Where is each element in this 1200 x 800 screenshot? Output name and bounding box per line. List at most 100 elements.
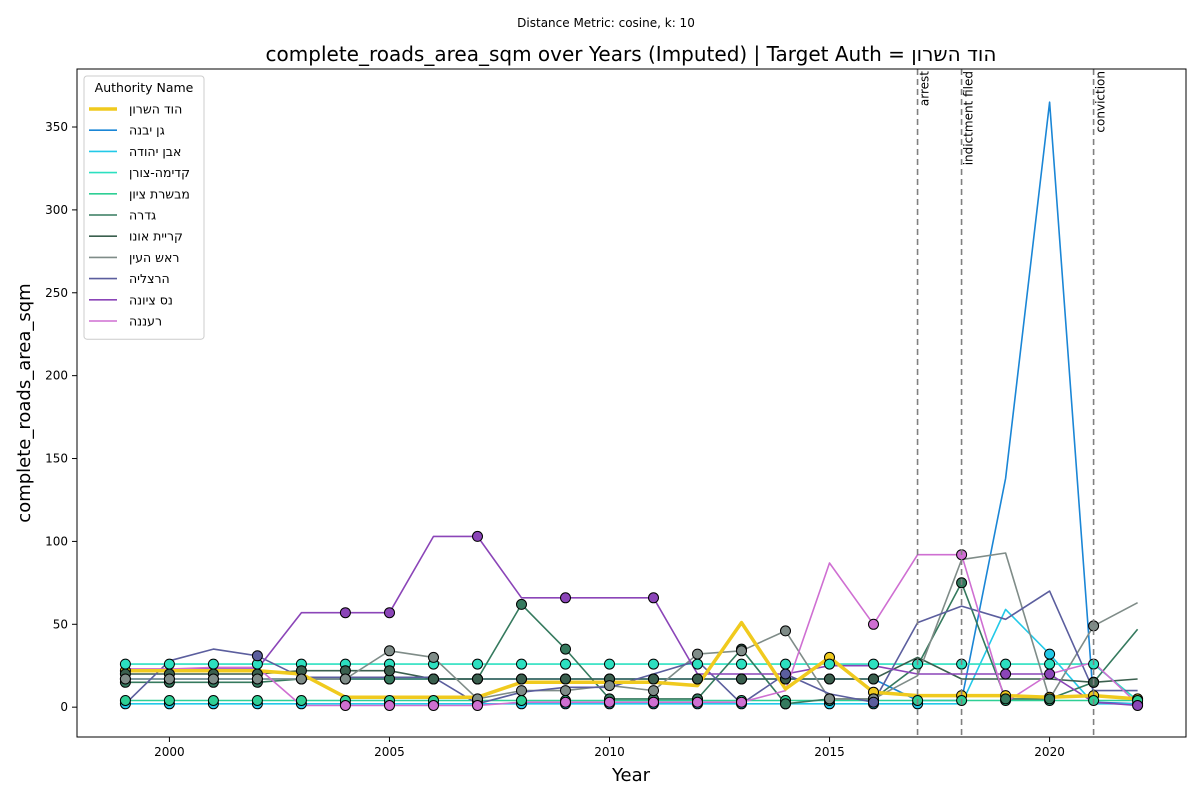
data-point [560,658,571,670]
data-point [295,673,307,685]
data-point [604,658,615,670]
data-point [824,693,835,705]
data-point [648,592,659,604]
data-point [868,696,879,708]
data-point [1000,658,1012,670]
data-point [516,685,527,697]
data-point [648,696,659,708]
data-point [207,695,219,706]
legend-item: מבשרת ציון [129,186,190,201]
data-point [251,695,263,706]
event-label: arrest [918,71,932,106]
legend-item: הוד השרון [129,102,182,117]
data-point [604,680,615,692]
y-tick-label: 250 [45,286,68,300]
axis-ticks: 2000 2005 2010 2015 2020 0 50 100 150 200 250 300 35… [45,120,1065,759]
legend-item: רעננה [129,314,162,329]
data-point [516,695,527,706]
data-point [163,695,175,706]
y-tick-label: 50 [53,617,68,631]
data-point [868,618,879,630]
y-tick-label: 150 [45,452,68,466]
data-point [163,658,175,670]
data-point [472,673,483,685]
legend-item: אבן יהודה [129,144,181,159]
data-point [1000,668,1012,680]
data-point [428,700,439,711]
series-line-3 [125,663,1139,702]
data-point [339,607,351,619]
y-tick-label: 350 [45,120,68,134]
data-point [560,592,571,604]
legend-item: הרצליה [129,271,170,286]
data-point [119,658,131,670]
x-tick-label: 2000 [154,745,185,759]
data-point [648,658,659,670]
series-line-0 [125,620,1138,701]
data-point [207,673,219,685]
data-point [780,625,791,637]
data-point [692,648,703,660]
legend-item: גדרה [129,208,156,223]
data-point [648,685,659,697]
series-line-10 [125,553,1139,707]
data-point [384,645,395,657]
legend-title: Authority Name [95,80,194,95]
data-point [339,700,351,711]
legend-item: קדימה-צורן [129,165,190,180]
data-point [339,673,351,685]
event-label: indictment filed [962,71,976,165]
series-lines [124,101,1139,707]
data-point [1044,693,1056,705]
data-point [824,658,835,670]
data-point [780,698,791,710]
data-point [1044,658,1056,670]
data-point [560,643,571,655]
data-point [692,658,703,670]
y-tick-label: 100 [45,534,68,548]
x-tick-label: 2020 [1034,745,1065,759]
data-point [384,700,395,711]
series-line-2 [125,608,1138,705]
series-line-9 [125,535,1138,707]
data-point [736,673,747,685]
data-point [119,695,131,706]
data-point [736,645,747,657]
data-point [1000,693,1012,705]
data-point [868,658,879,670]
legend-item: גן יבנה [129,123,165,138]
data-point [824,673,835,685]
y-tick-label: 200 [45,369,68,383]
data-point [692,696,703,708]
data-point [736,658,747,670]
data-point [516,658,527,670]
data-point [560,673,571,685]
data-point [384,607,395,619]
data-point [428,673,439,685]
axes-frame [76,68,1187,738]
legend-item: קריית אונו [129,229,183,244]
y-tick-label: 300 [45,203,68,217]
data-point [251,673,263,685]
data-point [472,700,483,711]
data-point [472,530,483,542]
y-axis-label: complete_roads_area_sqm [14,283,35,522]
x-tick-label: 2010 [594,745,625,759]
data-point [295,695,307,706]
data-point [692,673,703,685]
data-point [516,673,527,685]
series-line-7 [125,552,1138,700]
data-point [472,658,483,670]
series-markers [119,530,1144,711]
event-label: conviction [1094,71,1108,133]
series-line-6 [125,656,1138,684]
data-point [163,673,175,685]
data-point [560,696,571,708]
data-point [384,665,395,677]
data-point [251,650,263,662]
x-axis-label: Year [611,765,651,786]
y-tick-label: 0 [60,700,68,714]
x-tick-label: 2005 [374,745,405,759]
data-point [428,651,439,663]
